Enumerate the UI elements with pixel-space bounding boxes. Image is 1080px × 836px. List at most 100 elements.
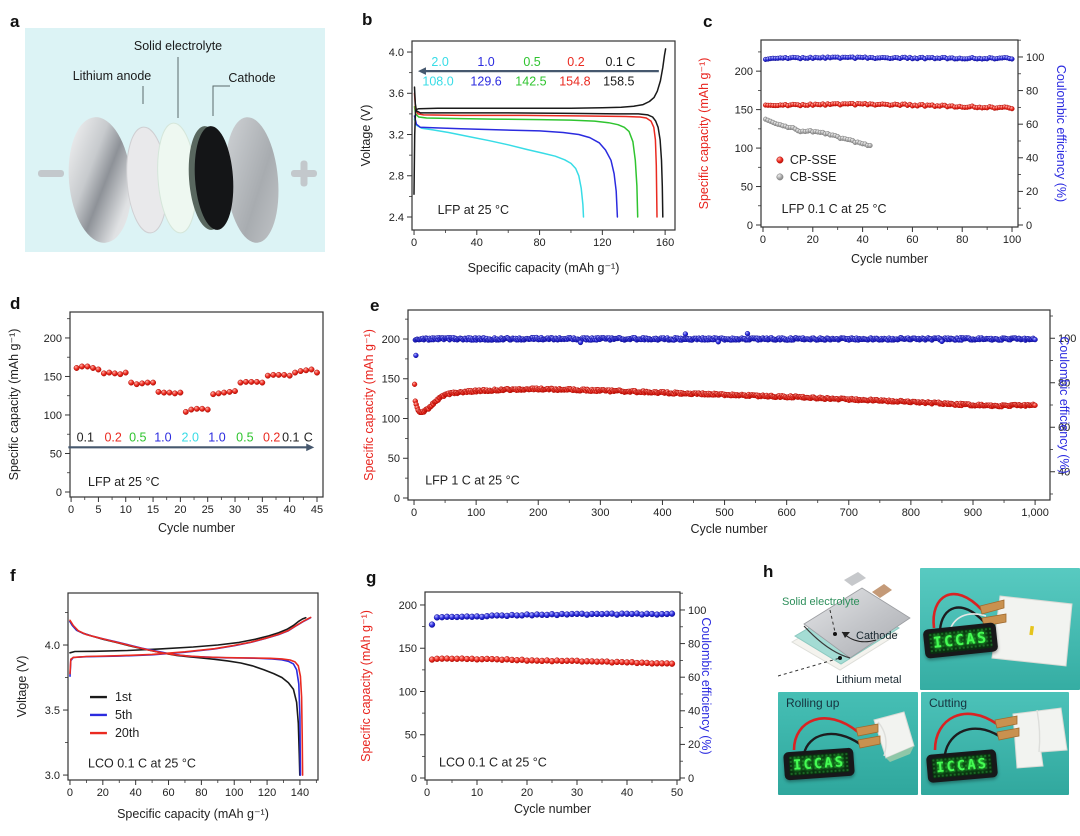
axes: 0 5 10 15 20 25 30 35 40 45 0 50 100 150 200: [44, 318, 323, 516]
panel-letter-g: g: [366, 568, 377, 587]
svg-text:30: 30: [571, 787, 583, 799]
panel-letter-h: h: [763, 562, 774, 581]
svg-text:60: 60: [906, 234, 918, 246]
panel-letter-d: d: [10, 294, 21, 313]
current-collector-right: [225, 117, 279, 243]
svg-text:50: 50: [671, 787, 683, 799]
panel-h: Solid electrolyte Cathode Lithium metal …: [750, 560, 1080, 836]
svg-text:150: 150: [399, 643, 417, 655]
svg-text:100: 100: [399, 686, 417, 698]
panel-letter-f: f: [10, 566, 16, 585]
red-wire: [933, 712, 998, 751]
cell-schematic: [25, 28, 325, 252]
tab-right: [872, 584, 892, 598]
pouch-mark: [1029, 625, 1035, 636]
chart-e: 0 100 200 300 400 500 600 700 800 900 1,000 0 50 100 1…: [362, 309, 1076, 536]
svg-text:0: 0: [411, 773, 417, 785]
panel-letter-a: a: [10, 12, 20, 31]
svg-text:40: 40: [471, 237, 483, 249]
svg-text:LFP 0.1 C at 25 °C: LFP 0.1 C at 25 °C: [782, 202, 887, 216]
y-axis-label: Voltage (V): [15, 656, 29, 718]
svg-text:50: 50: [50, 448, 62, 460]
svg-text:60: 60: [162, 787, 174, 799]
svg-text:50: 50: [741, 181, 753, 193]
svg-text:200: 200: [382, 334, 400, 346]
panel-b-chart: 0 40 80 120 160 2.4 2.8 3.2 3.6 4.0 Specific capac…: [350, 0, 690, 285]
cathode-pointer-line: [212, 85, 230, 116]
svg-text:0: 0: [1026, 220, 1032, 232]
plot-frame: [411, 40, 676, 231]
svg-text:0.2: 0.2: [567, 55, 584, 69]
photo-flat-drawing: [932, 592, 1073, 667]
series-charge-20th: [69, 616, 312, 675]
annotations: 2.0 1.0 0.5 0.2 0.1 C 108.0 129.6 142.5 154.8 158…: [417, 55, 659, 217]
series-charge-1st: [69, 616, 307, 654]
label-cathode: Cathode: [228, 71, 276, 85]
svg-text:2.4: 2.4: [389, 212, 404, 224]
svg-text:800: 800: [902, 507, 920, 519]
chart-g: 0 10 20 30 40 50 0 50 100 150 200 0 20 40 60 80 100 Cycle…: [359, 591, 713, 816]
label-h-solid-electrolyte: Solid electrolyte: [782, 596, 860, 608]
fold-line: [1036, 709, 1041, 753]
cathode-disk: [194, 126, 234, 230]
svg-text:20th: 20th: [115, 726, 139, 740]
tab-left: [844, 572, 866, 586]
led-text: ICCAS: [792, 754, 846, 774]
svg-text:400: 400: [653, 507, 671, 519]
label-solid-electrolyte: Solid electrolyte: [133, 39, 223, 53]
black-wire: [943, 727, 1000, 755]
plot-frame: [69, 311, 324, 498]
svg-text:0.5: 0.5: [129, 430, 146, 444]
svg-text:60: 60: [1026, 119, 1038, 131]
annotations: LFP 1 C at 25 °C: [425, 474, 519, 488]
svg-text:80: 80: [1026, 85, 1038, 97]
svg-text:1,000: 1,000: [1021, 507, 1049, 519]
panel-e-chart: 0 100 200 300 400 500 600 700 800 900 1,000 0 50 100 1…: [350, 285, 1080, 560]
svg-text:200: 200: [529, 507, 547, 519]
svg-text:0.2: 0.2: [263, 430, 280, 444]
svg-text:45: 45: [311, 504, 323, 516]
photo-cutting-drawing: [933, 707, 1068, 769]
panel-letter-b: b: [362, 10, 373, 29]
black-wire: [802, 732, 861, 755]
y-axis-label: Voltage (V): [359, 105, 373, 167]
panel-letter-e: e: [370, 296, 380, 315]
fold-line: [877, 721, 887, 757]
y-axis-label: Specific capacity (mAh g⁻¹): [362, 329, 376, 481]
svg-text:500: 500: [715, 507, 733, 519]
black-wire: [938, 606, 985, 631]
svg-text:10: 10: [471, 787, 483, 799]
svg-text:C: C: [304, 430, 313, 444]
pouch-schematic: Solid electrolyte Cathode Lithium metal: [777, 568, 918, 690]
svg-text:0: 0: [411, 237, 417, 249]
lithium-dot: [838, 656, 842, 660]
y2-axis-label: Coulombic efficiency (%): [699, 617, 713, 754]
svg-text:200: 200: [735, 66, 753, 78]
svg-text:20: 20: [688, 739, 700, 751]
svg-text:40: 40: [856, 234, 868, 246]
label-h-lithium-metal: Lithium metal: [836, 674, 902, 686]
svg-text:40: 40: [621, 787, 633, 799]
svg-text:4.0: 4.0: [45, 640, 60, 652]
cathode-arrow-head: [842, 632, 850, 638]
svg-text:25: 25: [202, 504, 214, 516]
svg-text:3.6: 3.6: [389, 88, 404, 100]
svg-text:20: 20: [97, 787, 109, 799]
chart-b: 0 40 80 120 160 2.4 2.8 3.2 3.6 4.0 Specific capac…: [359, 40, 676, 275]
electrolyte-dash-line: [829, 609, 836, 633]
svg-text:3.0: 3.0: [45, 770, 60, 782]
svg-text:LFP 1 C at 25 °C: LFP 1 C at 25 °C: [425, 474, 519, 488]
x-axis-label: Specific capacity (mAh g⁻¹): [117, 807, 269, 821]
svg-text:50: 50: [405, 730, 417, 742]
svg-text:1.0: 1.0: [154, 430, 171, 444]
svg-text:0: 0: [747, 220, 753, 232]
svg-text:120: 120: [593, 237, 611, 249]
svg-text:100: 100: [1003, 234, 1021, 246]
svg-text:0.5: 0.5: [523, 55, 540, 69]
svg-text:LFP at 25 °C: LFP at 25 °C: [88, 475, 159, 489]
svg-text:150: 150: [382, 374, 400, 386]
y2-axis-label: Coulombic efficiency (%): [1057, 336, 1071, 473]
x-axis-label: Cycle number: [158, 521, 235, 535]
svg-text:0: 0: [688, 773, 694, 785]
